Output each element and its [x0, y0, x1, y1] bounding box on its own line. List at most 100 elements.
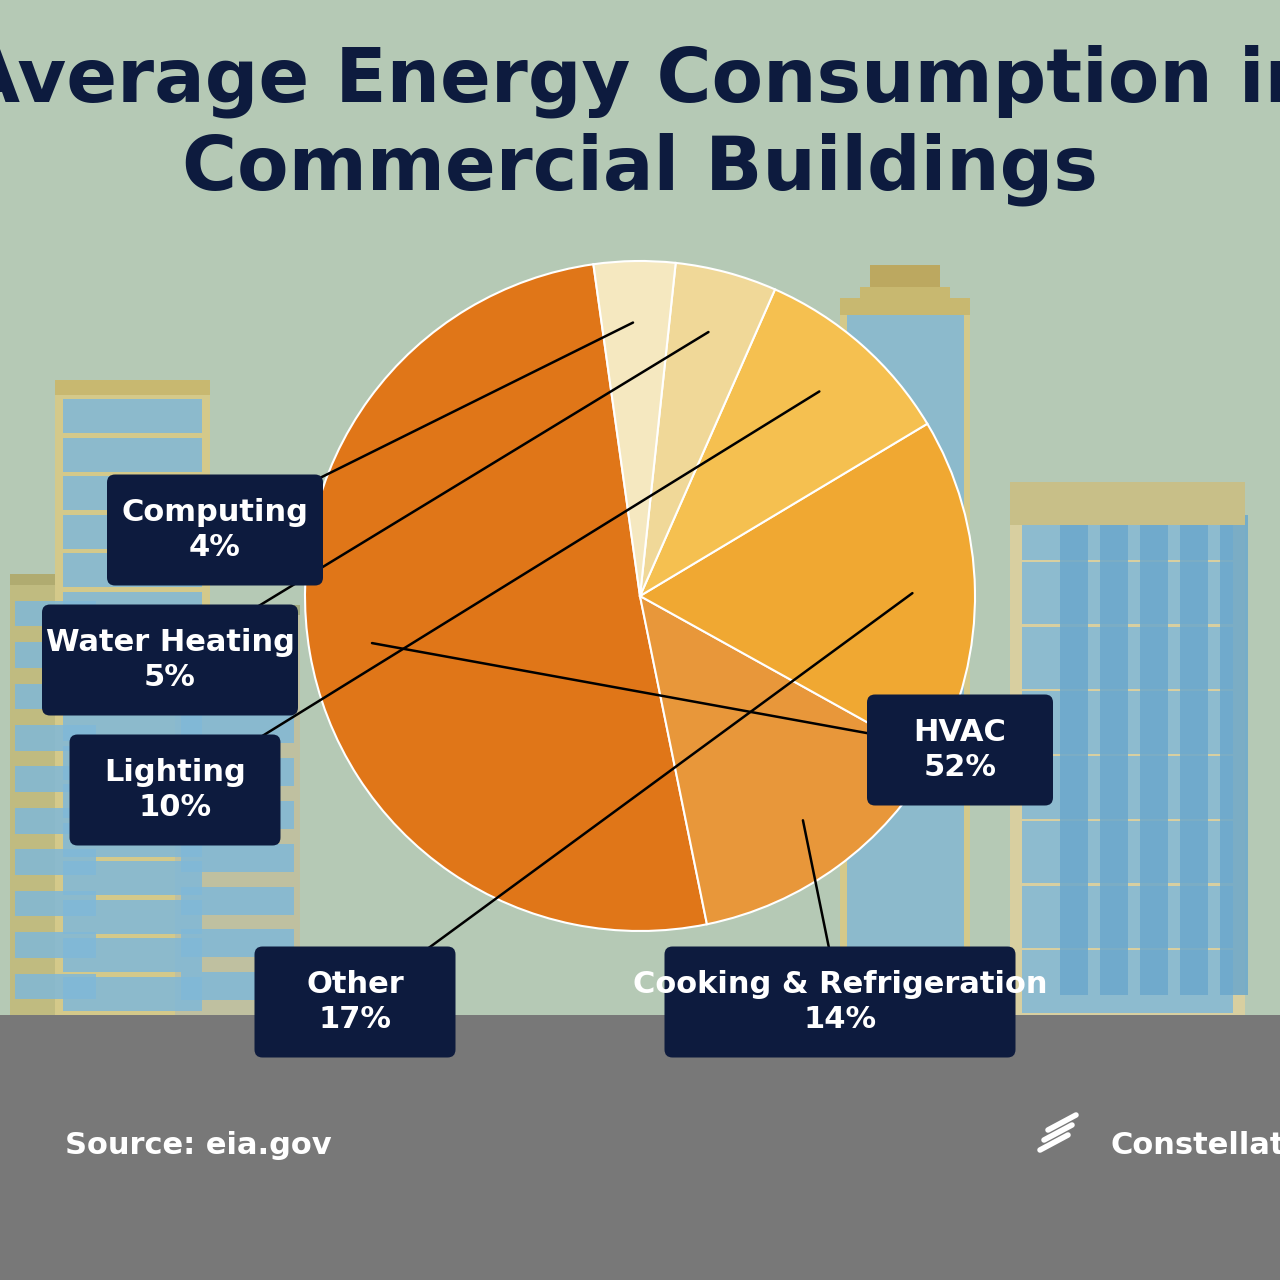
Bar	[1021, 756, 1233, 818]
Bar	[846, 525, 964, 561]
Bar	[182, 716, 293, 744]
Bar	[846, 876, 964, 910]
Wedge shape	[305, 264, 707, 931]
Bar	[182, 672, 293, 700]
Bar	[1021, 691, 1233, 754]
Bar	[846, 910, 964, 945]
Text: Water Heating
5%: Water Heating 5%	[46, 628, 294, 692]
Bar	[14, 974, 96, 1000]
Bar	[14, 932, 96, 957]
Bar	[63, 515, 202, 549]
Bar	[63, 746, 202, 780]
Text: Computing
4%: Computing 4%	[122, 498, 308, 562]
Bar	[10, 585, 100, 1015]
Bar	[55, 379, 210, 396]
Bar	[14, 891, 96, 916]
FancyBboxPatch shape	[664, 946, 1015, 1057]
Wedge shape	[640, 424, 975, 759]
Text: Cooking & Refrigeration
14%: Cooking & Refrigeration 14%	[632, 970, 1047, 1034]
Bar	[1140, 515, 1169, 995]
Bar	[1010, 485, 1245, 525]
Text: Other
17%: Other 17%	[306, 970, 404, 1034]
Bar	[846, 349, 964, 385]
Bar	[1010, 495, 1245, 1015]
Bar	[0, 1015, 1280, 1280]
Bar	[846, 840, 964, 876]
Bar	[63, 938, 202, 972]
Bar	[1220, 515, 1248, 995]
Bar	[14, 808, 96, 833]
Bar	[63, 553, 202, 588]
Bar	[840, 315, 970, 1015]
Bar	[182, 887, 293, 915]
Bar	[1100, 515, 1128, 995]
FancyBboxPatch shape	[18, 18, 1262, 1262]
Bar	[14, 684, 96, 709]
Wedge shape	[640, 289, 927, 596]
Bar	[1021, 820, 1233, 883]
Bar	[1180, 515, 1208, 995]
Text: Lighting
10%: Lighting 10%	[104, 758, 246, 822]
Bar	[14, 600, 96, 626]
FancyBboxPatch shape	[108, 475, 323, 585]
Text: Average Energy Consumption in
Commercial Buildings: Average Energy Consumption in Commercial…	[0, 45, 1280, 206]
FancyBboxPatch shape	[42, 604, 298, 716]
Bar	[175, 614, 300, 1015]
Bar	[63, 900, 202, 933]
Bar	[63, 630, 202, 664]
Bar	[846, 315, 964, 349]
Bar	[1021, 498, 1233, 559]
Wedge shape	[594, 261, 676, 596]
Bar	[870, 265, 940, 287]
Bar	[860, 287, 950, 315]
Bar	[1021, 627, 1233, 689]
Bar	[846, 630, 964, 666]
Bar	[846, 980, 964, 1015]
Text: Constellation.: Constellation.	[1110, 1130, 1280, 1160]
Bar	[14, 643, 96, 668]
Bar	[10, 575, 100, 585]
Bar	[846, 385, 964, 420]
Bar	[182, 801, 293, 829]
Bar	[846, 771, 964, 805]
Bar	[63, 707, 202, 741]
Bar	[1010, 483, 1245, 495]
Wedge shape	[640, 596, 933, 924]
FancyBboxPatch shape	[255, 946, 456, 1057]
Bar	[1021, 886, 1233, 948]
FancyBboxPatch shape	[867, 695, 1053, 805]
Bar	[14, 724, 96, 751]
Bar	[846, 490, 964, 525]
Bar	[175, 605, 300, 614]
Bar	[63, 668, 202, 703]
Text: Source: eia.gov: Source: eia.gov	[65, 1130, 332, 1160]
Bar	[63, 591, 202, 626]
Bar	[846, 805, 964, 840]
Bar	[840, 297, 970, 315]
Bar	[1060, 515, 1088, 995]
Bar	[14, 767, 96, 792]
Bar	[846, 595, 964, 630]
Bar	[182, 758, 293, 786]
Bar	[1021, 950, 1233, 1012]
Bar	[1021, 562, 1233, 625]
Bar	[846, 945, 964, 980]
Bar	[182, 630, 293, 658]
Bar	[63, 977, 202, 1011]
Bar	[63, 823, 202, 856]
Bar	[846, 735, 964, 771]
Bar	[846, 700, 964, 735]
Bar	[846, 561, 964, 595]
Bar	[182, 973, 293, 1000]
Bar	[63, 438, 202, 472]
Bar	[63, 399, 202, 434]
Bar	[182, 929, 293, 957]
Bar	[846, 420, 964, 454]
FancyBboxPatch shape	[69, 735, 280, 846]
Bar	[846, 454, 964, 490]
Wedge shape	[640, 262, 774, 596]
Bar	[182, 844, 293, 872]
Text: HVAC
52%: HVAC 52%	[914, 718, 1006, 782]
Bar	[846, 666, 964, 700]
Bar	[63, 476, 202, 511]
